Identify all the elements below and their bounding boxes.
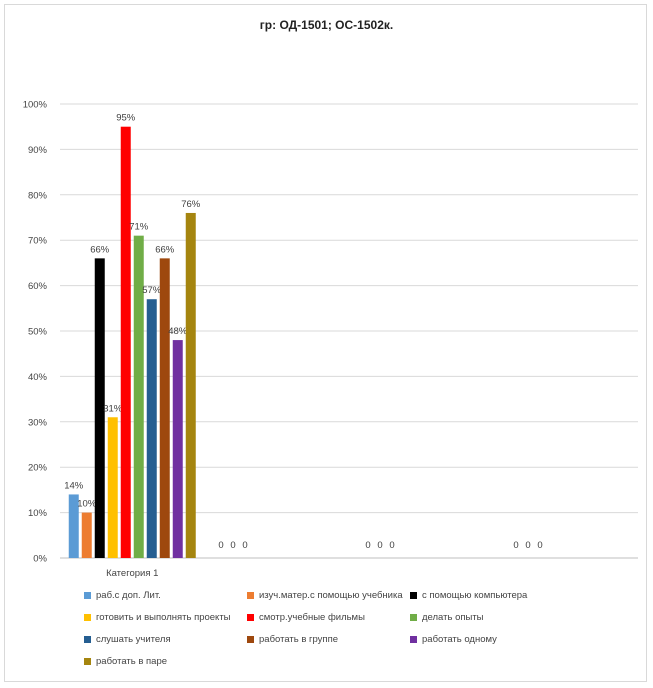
legend-label: с помощью компьютера xyxy=(422,590,528,601)
legend-label: работать в группе xyxy=(259,634,338,645)
legend-item: раб.с доп. Лит. xyxy=(84,590,161,601)
legend-label: раб.с доп. Лит. xyxy=(96,590,161,601)
data-label: 10% xyxy=(77,499,97,510)
zero-label: 0 xyxy=(377,540,382,551)
bar-10 xyxy=(185,212,196,558)
y-tick-label: 40% xyxy=(28,372,48,383)
y-tick-label: 70% xyxy=(28,236,48,247)
data-label: 66% xyxy=(155,244,175,255)
data-label: 95% xyxy=(116,113,136,124)
legend-swatch xyxy=(84,658,91,665)
x-tick-label: Категория 1 xyxy=(106,568,158,579)
data-label: 71% xyxy=(129,222,149,233)
zero-label: 0 xyxy=(525,540,530,551)
data-label: 76% xyxy=(181,199,201,210)
bar-6 xyxy=(133,235,144,558)
y-tick-label: 80% xyxy=(28,190,48,201)
y-tick-label: 10% xyxy=(28,508,48,519)
chart-title: гр: ОД-1501; ОС-1502к. xyxy=(259,18,394,32)
zero-label: 0 xyxy=(537,540,542,551)
legend-label: слушать учителя xyxy=(96,634,171,645)
bar-9 xyxy=(172,340,183,558)
legend-item: изуч.матер.с помощью учебника xyxy=(247,590,403,601)
legend-item: делать опыты xyxy=(410,612,484,623)
legend-label: работать в паре xyxy=(96,656,168,667)
legend-swatch xyxy=(247,636,254,643)
data-label: 57% xyxy=(142,285,162,296)
bar-5 xyxy=(120,126,131,558)
zero-label: 0 xyxy=(365,540,370,551)
legend-swatch xyxy=(410,636,417,643)
data-label: 66% xyxy=(90,244,110,255)
legend-swatch xyxy=(84,636,91,643)
legend-item: смотр.учебные фильмы xyxy=(247,612,365,623)
zero-label: 0 xyxy=(389,540,394,551)
bar-4 xyxy=(107,417,118,558)
y-tick-label: 50% xyxy=(28,327,48,338)
zero-label: 0 xyxy=(242,540,247,551)
legend-item: работать одному xyxy=(410,634,497,645)
y-tick-label: 100% xyxy=(23,100,48,111)
y-tick-label: 60% xyxy=(28,281,48,292)
bar-2 xyxy=(81,512,92,558)
zero-label: 0 xyxy=(218,540,223,551)
legend-item: работать в паре xyxy=(84,656,167,667)
legend-swatch xyxy=(410,592,417,599)
zero-label: 0 xyxy=(513,540,518,551)
zero-label: 0 xyxy=(230,540,235,551)
bar-3 xyxy=(94,258,105,558)
y-tick-label: 90% xyxy=(28,145,48,156)
legend-item: с помощью компьютера xyxy=(410,590,527,601)
legend-label: делать опыты xyxy=(422,612,484,623)
y-tick-label: 20% xyxy=(28,463,48,474)
legend-swatch xyxy=(410,614,417,621)
legend-item: слушать учителя xyxy=(84,634,171,645)
data-label: 14% xyxy=(64,480,84,491)
legend-swatch xyxy=(84,592,91,599)
chart-frame xyxy=(4,4,647,682)
bar-8 xyxy=(159,258,170,558)
legend-label: смотр.учебные фильмы xyxy=(259,612,365,623)
legend-swatch xyxy=(84,614,91,621)
y-tick-label: 30% xyxy=(28,417,48,428)
data-label: 48% xyxy=(168,326,188,337)
legend-label: готовить и выполнять проекты xyxy=(96,612,231,623)
bar-1 xyxy=(68,494,79,558)
y-tick-label: 0% xyxy=(33,554,47,565)
legend-swatch xyxy=(247,592,254,599)
legend-swatch xyxy=(247,614,254,621)
bar-7 xyxy=(146,299,157,558)
legend-item: работать в группе xyxy=(247,634,338,645)
legend-label: изуч.матер.с помощью учебника xyxy=(259,590,403,601)
data-label: 31% xyxy=(103,403,123,414)
legend-item: готовить и выполнять проекты xyxy=(84,612,231,623)
legend-label: работать одному xyxy=(422,634,497,645)
